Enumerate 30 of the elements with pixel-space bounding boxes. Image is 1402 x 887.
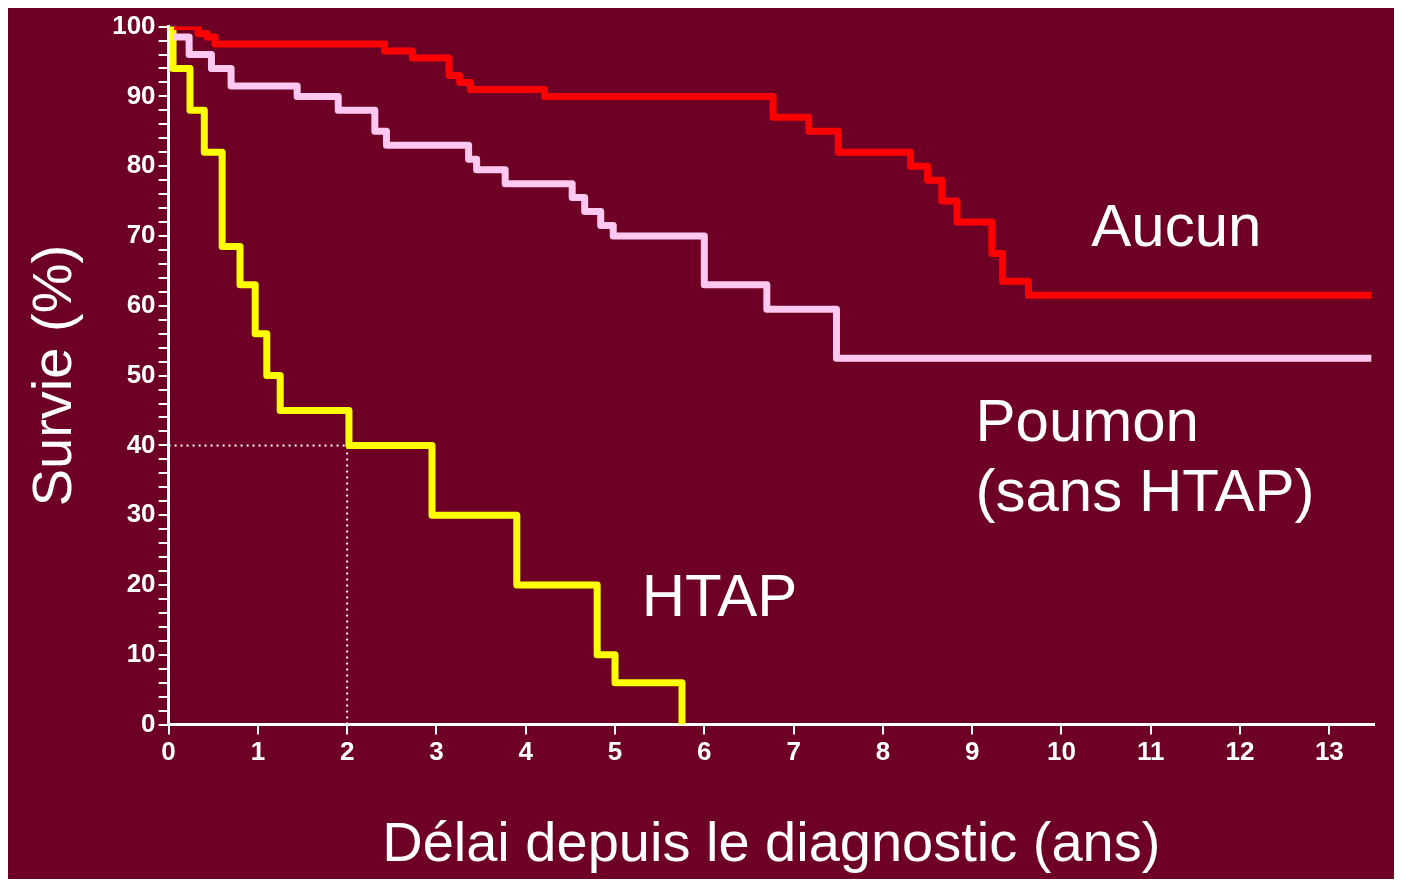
x-tick-label: 0 [161,736,176,767]
series-label: HTAP [641,561,798,629]
y-tick-label: 0 [141,707,156,738]
y-tick-label: 60 [126,288,156,319]
x-axis-title: Délai depuis le diagnostic (ans) [382,809,1161,873]
y-tick-label: 100 [112,9,156,40]
x-tick-label: 2 [339,736,355,767]
x-tick-label: 6 [697,736,712,767]
y-axis-title: Survie (%) [20,244,84,507]
y-tick-label: 70 [126,219,156,250]
x-tick-label: 12 [1225,736,1255,767]
y-tick-label: 10 [126,637,156,668]
x-tick-label: 13 [1314,736,1344,767]
x-tick-label: 4 [518,736,534,767]
series-label: Poumon (sans HTAP) [975,386,1315,524]
x-tick-label: 7 [786,736,801,767]
y-tick-label: 40 [126,428,156,459]
x-tick-label: 1 [250,736,266,767]
y-tick-label: 20 [126,568,156,599]
series-label: Aucun [1091,191,1262,259]
x-tick-label: 10 [1047,736,1076,767]
x-tick-label: 8 [875,736,891,767]
y-tick-label: 30 [126,498,156,529]
y-tick-label: 50 [126,358,156,389]
x-tick-label: 11 [1137,736,1165,767]
y-tick-label: 80 [126,149,156,180]
x-tick-label: 5 [607,736,623,767]
x-tick-label: 3 [429,736,444,767]
x-tick-label: 9 [964,736,980,767]
y-tick-label: 90 [126,79,156,110]
